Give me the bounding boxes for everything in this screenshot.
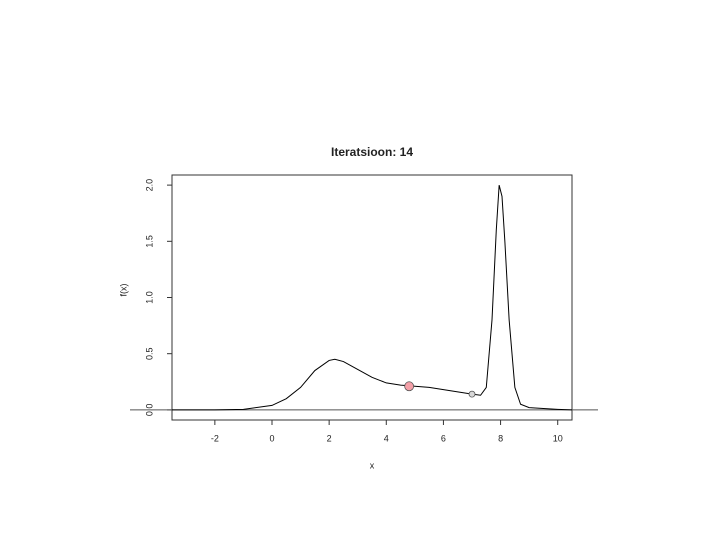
- plot-frame: [171, 174, 573, 421]
- curve: [172, 184, 573, 411]
- y-tick-label: 0.5: [144, 347, 154, 360]
- chart-title: Iteratsioon: 14: [331, 145, 413, 159]
- x-axis-label: x: [370, 460, 375, 470]
- point: [404, 381, 415, 392]
- x-tick-label: 2: [327, 433, 332, 443]
- x-tick-label: 0: [269, 433, 274, 443]
- point: [468, 390, 476, 398]
- y-tick-label: 1.5: [144, 235, 154, 248]
- y-axis-label: f(x): [118, 284, 128, 297]
- x-tick-label: 6: [441, 433, 446, 443]
- x-tick-label: 10: [553, 433, 563, 443]
- x-tick-label: 8: [498, 433, 503, 443]
- y-tick-label: 2.0: [144, 179, 154, 192]
- x-tick-label: -2: [211, 433, 219, 443]
- y-tick-label: 1.0: [144, 291, 154, 304]
- x-tick-label: 4: [384, 433, 389, 443]
